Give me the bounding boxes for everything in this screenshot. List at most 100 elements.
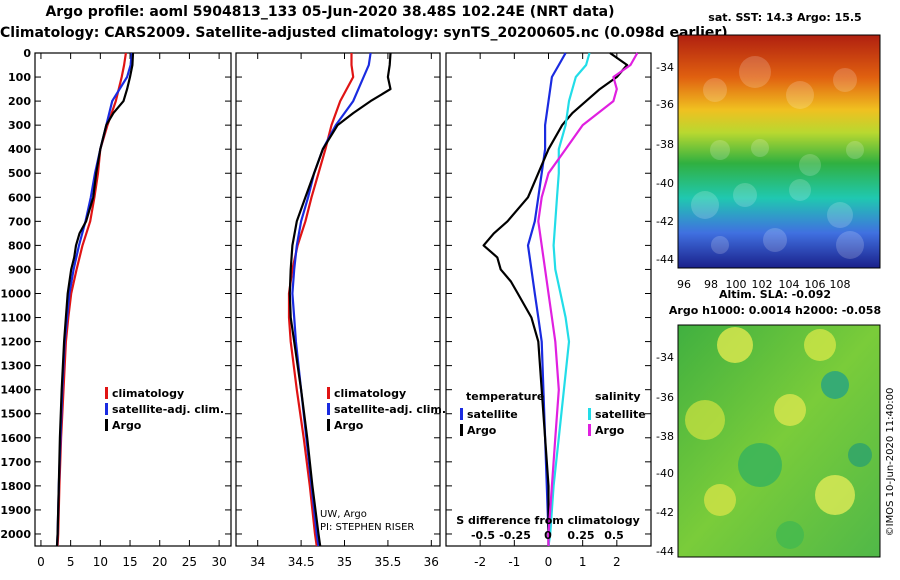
sla-feature: [704, 484, 736, 516]
x-tick-label: 0: [37, 555, 45, 569]
series-line-temperature-argo: [482, 52, 629, 546]
sst-eddy: [763, 228, 787, 252]
y-tick-label: 700: [8, 215, 31, 228]
x-tick-label: 35.5: [375, 555, 402, 569]
secondary-x-tick-label: 0: [544, 529, 552, 542]
x-tick-label: 36: [424, 555, 439, 569]
x-tick-label: 10: [93, 555, 108, 569]
map-x-tick-label: 100: [726, 278, 747, 291]
map-title: Altim. SLA: -0.092: [719, 288, 831, 301]
map-frame: [677, 34, 881, 269]
secondary-x-tick-label: 0.5: [604, 529, 624, 542]
map-x-tick-label: 102: [752, 278, 773, 291]
series-line-salinity-satellite: [547, 52, 591, 547]
y-tick-label: 1400: [0, 384, 31, 397]
y-tick-label: 0: [23, 47, 31, 60]
sst-eddy: [789, 179, 811, 201]
secondary-x-tick-label: 0.25: [567, 529, 594, 542]
map-subtitle: Argo h1000: 0.0014 h2000: -0.058: [669, 304, 881, 317]
sst-eddy: [833, 68, 857, 92]
sst-eddy: [799, 154, 821, 176]
x-tick-label: 2: [613, 555, 621, 569]
map-y-tick-label: -38: [656, 430, 674, 443]
map-y-tick-label: -34: [656, 61, 674, 74]
map-y-tick-label: -40: [656, 177, 674, 190]
sla-feature: [774, 394, 806, 426]
map-y-tick-label: -44: [656, 253, 674, 266]
map-y-tick-label: -44: [656, 545, 674, 558]
legend-group-title: temperature: [466, 390, 544, 403]
legend-swatch: [460, 408, 463, 420]
map-x-tick-label: 98: [704, 278, 718, 291]
map-x-tick-label: 96: [677, 278, 691, 291]
legend-label: Argo: [112, 419, 142, 432]
x-tick-label: 30: [211, 555, 226, 569]
legend-swatch: [588, 408, 591, 420]
legend-label: climatology: [112, 387, 184, 400]
y-tick-label: 900: [8, 263, 31, 276]
sst-heatmap: [678, 35, 880, 268]
map-y-tick-label: -40: [656, 467, 674, 480]
map-x-tick-label: 104: [779, 278, 800, 291]
map-y-tick-label: -36: [656, 391, 674, 404]
x-tick-label: -1: [508, 555, 520, 569]
map-y-tick-label: -42: [656, 215, 674, 228]
legend-label: Argo: [467, 424, 497, 437]
sla-feature: [776, 521, 804, 549]
sst-eddy: [836, 231, 864, 259]
legend-label: Argo: [334, 419, 364, 432]
map-title: sat. SST: 14.3 Argo: 15.5: [708, 11, 861, 24]
chart-title-line1: Argo profile: aoml 5904813_133 05-Jun-20…: [45, 4, 615, 20]
y-tick-label: 1900: [0, 504, 31, 517]
legend-label: satellite-adj. clim.: [334, 403, 446, 416]
sst-eddy: [786, 81, 814, 109]
map-y-tick-label: -36: [656, 98, 674, 111]
y-tick-label: 2000: [0, 528, 31, 541]
sla-feature: [848, 443, 872, 467]
x-tick-label: 35: [337, 555, 352, 569]
series-line-argo: [55, 52, 135, 547]
panel-frame-salinity: [235, 52, 441, 547]
sla-feature: [821, 371, 849, 399]
sla-feature: [717, 327, 753, 363]
legend-label: satellite: [595, 408, 646, 421]
x-tick-label: 34: [250, 555, 265, 569]
y-tick-label: 1300: [0, 360, 31, 373]
legend-label: Argo: [595, 424, 625, 437]
x-tick-label: -2: [474, 555, 486, 569]
chart-title-line2: Climatology: CARS2009. Satellite-adjuste…: [0, 25, 728, 41]
map-x-tick-label: 108: [830, 278, 851, 291]
y-tick-label: 1200: [0, 336, 31, 349]
legend-swatch: [327, 419, 330, 431]
legend-label: satellite: [467, 408, 518, 421]
y-tick-label: 200: [8, 95, 31, 108]
y-tick-label: 1700: [0, 456, 31, 469]
sst-eddy: [846, 141, 864, 159]
sst-eddy: [733, 183, 757, 207]
legend-swatch: [105, 387, 108, 399]
annotation: UW, Argo: [320, 509, 367, 520]
x-tick-label: 5: [67, 555, 75, 569]
series-line-argo: [288, 52, 392, 547]
sst-eddy: [827, 202, 853, 228]
legend-swatch: [105, 403, 108, 415]
y-tick-label: 300: [8, 119, 31, 132]
sst-eddy: [703, 78, 727, 102]
sla-heatmap: [678, 325, 880, 557]
sst-eddy: [739, 56, 771, 88]
x-tick-label: 1: [579, 555, 587, 569]
sla-feature: [738, 443, 782, 487]
sst-eddy: [691, 191, 719, 219]
legend-group-title: salinity: [595, 390, 641, 403]
legend-swatch: [327, 403, 330, 415]
map-y-tick-label: -34: [656, 351, 674, 364]
y-tick-label: 1000: [0, 287, 31, 300]
x-tick-label: 15: [122, 555, 137, 569]
legend-swatch: [327, 387, 330, 399]
map-frame: [677, 324, 881, 558]
sst-eddy: [751, 139, 769, 157]
legend-swatch: [588, 424, 591, 436]
y-tick-label: 1800: [0, 480, 31, 493]
y-tick-label: 400: [8, 143, 31, 156]
